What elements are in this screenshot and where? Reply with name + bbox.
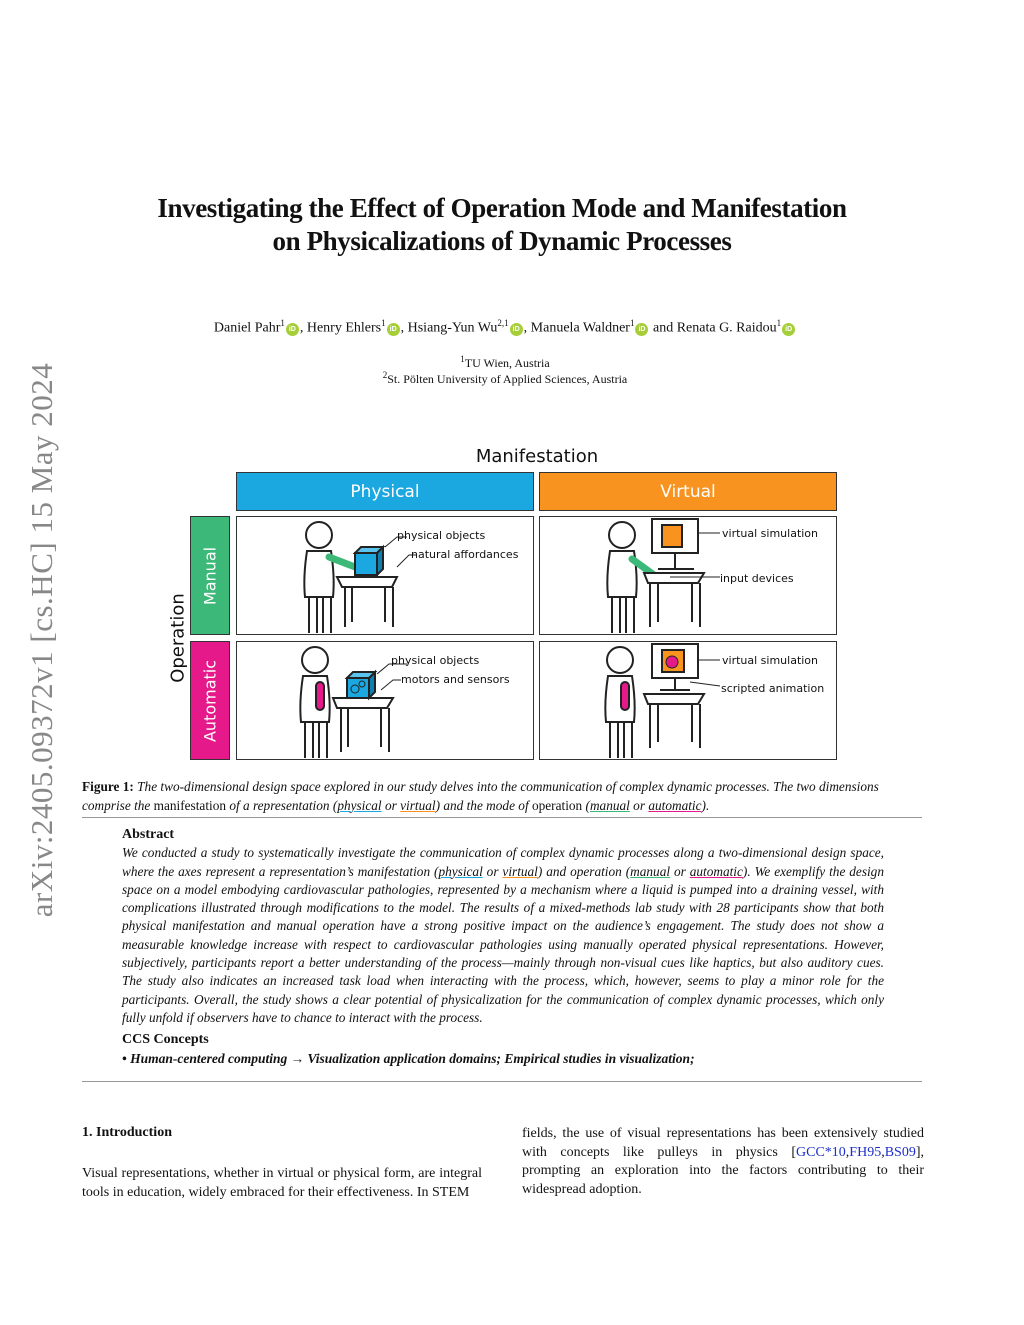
row-label: Automatic bbox=[200, 659, 220, 742]
cell-annotation: physical objects bbox=[391, 654, 480, 667]
abstract-term: virtual bbox=[502, 863, 538, 879]
author-name: Daniel Pahr bbox=[213, 320, 281, 336]
caption-label: Figure 1: bbox=[82, 779, 134, 794]
cell-annotation: physical objects bbox=[397, 529, 486, 542]
orcid-icon[interactable]: iD bbox=[386, 322, 400, 336]
abstract-term: physical bbox=[438, 863, 483, 879]
affiliation-1: 1TU Wien, Austria bbox=[0, 354, 1010, 371]
column-physical: Physical bbox=[236, 472, 534, 511]
arxiv-stamp: arXiv:2405.09372v1 [cs.HC] 15 May 2024 bbox=[24, 362, 59, 918]
ccs-heading: CCS Concepts bbox=[122, 1032, 209, 1048]
cell-annotation: scripted animation bbox=[721, 682, 825, 695]
author-separator: , bbox=[400, 320, 408, 336]
cell-annotation: virtual simulation bbox=[722, 654, 819, 667]
intro-right-column: fields, the use of visual representation… bbox=[522, 1126, 924, 1197]
citation-link[interactable]: GCC*10 bbox=[796, 1144, 846, 1160]
cell-annotation: virtual simulation bbox=[722, 527, 819, 540]
cell-manual-virtual: virtual simulation input devices bbox=[539, 516, 837, 635]
divider bbox=[82, 817, 922, 818]
caption-text: ). bbox=[701, 797, 710, 813]
figure-caption: Figure 1: The two-dimensional design spa… bbox=[82, 778, 927, 815]
caption-term: operation bbox=[531, 797, 583, 813]
abstract-heading: Abstract bbox=[122, 827, 175, 842]
abstract-part: or bbox=[670, 863, 690, 879]
intro-heading: 1. Introduction bbox=[82, 1125, 172, 1140]
person-with-animated-screen-illustration bbox=[604, 643, 721, 758]
citation-link[interactable]: FH95 bbox=[849, 1144, 882, 1160]
abstract-part: ) and operation ( bbox=[537, 863, 631, 879]
cell-manual-physical: physical objects natural affordances bbox=[236, 516, 534, 635]
author-affiliation-sup: 1 bbox=[776, 318, 782, 328]
column-virtual: Virtual bbox=[539, 472, 837, 511]
author-list: Daniel Pahr1iD, Henry Ehlers1iD, Hsiang-… bbox=[0, 318, 1010, 337]
caption-text: ) and the mode of bbox=[435, 797, 532, 813]
axis-operation: Operation bbox=[167, 593, 189, 683]
caption-term: automatic bbox=[648, 797, 702, 813]
aff-sup: 1 bbox=[460, 354, 465, 364]
author-separator: , bbox=[523, 320, 531, 336]
cell-annotation: natural affordances bbox=[411, 548, 519, 561]
author-affiliation-sup: 1 bbox=[629, 318, 635, 328]
cell-annotation: input devices bbox=[720, 572, 794, 585]
caption-term: virtual bbox=[400, 797, 436, 813]
axis-manifestation: Manifestation bbox=[475, 446, 599, 467]
orcid-icon[interactable]: iD bbox=[782, 322, 796, 336]
paper-title-line2: on Physicalizations of Dynamic Processes bbox=[272, 226, 732, 256]
abstract-term: automatic bbox=[689, 863, 743, 879]
orcid-icon[interactable]: iD bbox=[635, 322, 649, 336]
author-name: Renata G. Raidou bbox=[676, 320, 777, 336]
author-affiliation-sup: 1 bbox=[381, 318, 386, 328]
abstract-term: manual bbox=[630, 863, 671, 879]
author-separator: and bbox=[649, 320, 677, 336]
abstract-text: We conducted a study to systematically i… bbox=[122, 844, 884, 1027]
intro-text: ], prompting an exploration into the fac… bbox=[522, 1144, 924, 1197]
caption-text: The two-dimensional design space explore… bbox=[82, 779, 879, 813]
intro-text: fields, the use of visual representation… bbox=[522, 1126, 924, 1160]
cell-automatic-virtual: virtual simulation scripted animation bbox=[539, 641, 837, 760]
aff-text: St. Pölten University of Applied Science… bbox=[387, 372, 628, 386]
author-separator: , bbox=[299, 320, 307, 336]
caption-text: of a representation ( bbox=[226, 797, 338, 813]
caption-term: manifestation bbox=[153, 797, 227, 813]
abstract-part: We conducted a study to systematically i… bbox=[122, 845, 884, 879]
caption-text: ( bbox=[582, 797, 590, 813]
caption-term: physical bbox=[337, 797, 382, 813]
person-with-screen-illustration bbox=[606, 518, 720, 633]
paper-title-line1: Investigating the Effect of Operation Mo… bbox=[157, 193, 847, 223]
row-label: Manual bbox=[200, 546, 220, 605]
author-affiliation-sup: 2,1 bbox=[497, 318, 509, 328]
aff-text: TU Wien, Austria bbox=[464, 356, 550, 370]
orcid-icon[interactable]: iD bbox=[285, 322, 299, 336]
author-affiliation-sup: 1 bbox=[280, 318, 285, 328]
person-with-physical-cube-illustration bbox=[303, 521, 417, 633]
divider bbox=[82, 1081, 922, 1082]
citation-link[interactable]: BS09 bbox=[884, 1144, 916, 1160]
author-name: Manuela Waldner bbox=[530, 320, 630, 336]
author-name: Henry Ehlers bbox=[306, 320, 382, 336]
abstract-part: or bbox=[482, 863, 503, 879]
intro-left-column: Visual representations, whether in virtu… bbox=[82, 1166, 482, 1200]
row-manual: Manual bbox=[190, 516, 230, 635]
ccs-text: • Human-centered computing → Visualizati… bbox=[122, 1050, 695, 1066]
author-name: Hsiang-Yun Wu bbox=[407, 320, 498, 336]
caption-term: manual bbox=[589, 797, 630, 813]
abstract-section: Abstract We conducted a study to systema… bbox=[122, 826, 884, 1068]
cell-automatic-physical: physical objects motors and sensors bbox=[236, 641, 534, 760]
caption-text: or bbox=[381, 797, 401, 813]
ccs-concepts: CCS Concepts • Human-centered computing … bbox=[122, 1031, 884, 1068]
row-automatic: Automatic bbox=[190, 641, 230, 760]
person-with-motorized-cube-illustration bbox=[299, 646, 407, 758]
aff-sup: 2 bbox=[382, 370, 388, 380]
abstract-part: ). We exemplify the design space on a mo… bbox=[122, 863, 884, 1025]
affiliation-2: 2St. Pölten University of Applied Scienc… bbox=[0, 370, 1010, 387]
cell-annotation: motors and sensors bbox=[401, 673, 510, 686]
caption-text: or bbox=[629, 797, 649, 813]
orcid-icon[interactable]: iD bbox=[509, 322, 523, 336]
